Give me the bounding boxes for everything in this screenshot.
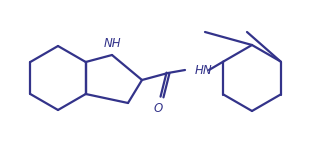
Text: HN: HN bbox=[195, 63, 213, 76]
Text: O: O bbox=[153, 102, 162, 115]
Text: NH: NH bbox=[104, 37, 122, 50]
